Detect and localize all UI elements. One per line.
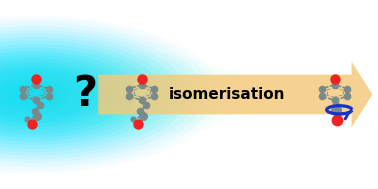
Ellipse shape [0, 26, 195, 163]
Ellipse shape [0, 40, 162, 149]
Ellipse shape [0, 33, 179, 156]
Ellipse shape [0, 48, 145, 141]
Ellipse shape [0, 69, 94, 120]
Ellipse shape [0, 30, 187, 159]
Ellipse shape [0, 58, 120, 131]
Ellipse shape [16, 87, 52, 102]
Ellipse shape [0, 55, 128, 134]
Ellipse shape [24, 90, 44, 99]
Ellipse shape [0, 73, 86, 116]
Polygon shape [98, 61, 372, 128]
Ellipse shape [0, 37, 170, 152]
Ellipse shape [0, 65, 103, 124]
Ellipse shape [0, 51, 136, 138]
Ellipse shape [0, 80, 69, 109]
Ellipse shape [0, 76, 77, 113]
Text: ?: ? [73, 74, 97, 115]
Ellipse shape [7, 83, 61, 106]
Ellipse shape [0, 62, 111, 127]
Text: isomerisation: isomerisation [169, 87, 285, 102]
Ellipse shape [0, 44, 153, 145]
